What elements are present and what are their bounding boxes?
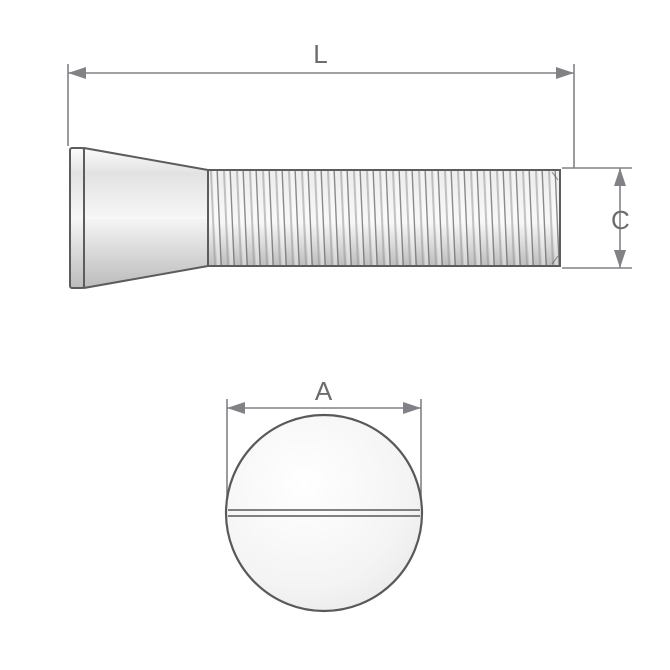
screw-side-view	[70, 148, 560, 288]
label-L: L	[313, 39, 327, 70]
dimension-length-L	[68, 64, 574, 168]
label-C: C	[611, 205, 630, 236]
technical-drawing-svg	[0, 0, 670, 670]
label-A: A	[315, 376, 332, 407]
screw-head-front-view	[226, 415, 422, 611]
diagram-canvas: L C A	[0, 0, 670, 670]
